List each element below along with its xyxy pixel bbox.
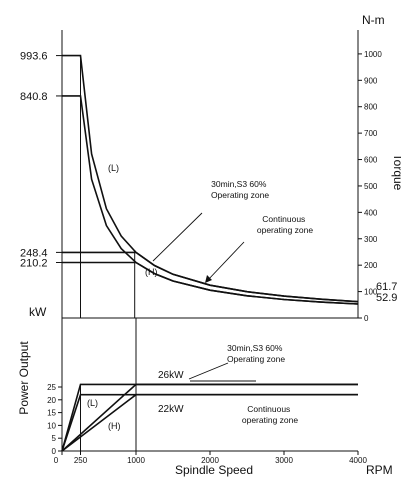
power-label-22kw: 22kW	[158, 404, 184, 415]
speed-tick-label: 250	[74, 456, 88, 465]
torque-tick-label: 900	[364, 76, 378, 85]
torque-label-993-6: 993.6	[20, 51, 48, 63]
power-continuous-zone-line-1: Continuous	[247, 404, 290, 414]
power-y-ticks: 0 5 10 15 20 25	[47, 383, 62, 456]
torque-label-248-4: 248.4	[20, 247, 48, 259]
power-tick-label: 20	[47, 396, 56, 405]
speed-tick-label: 1000	[127, 456, 145, 465]
power-s3-zone-label: 30min,S3 60% Operating zone	[227, 343, 285, 364]
speed-tick-label: 2000	[201, 456, 219, 465]
x-axis-unit: RPM	[366, 463, 393, 477]
torque-axis-title: Torque	[391, 154, 401, 191]
power-tick-label: 5	[52, 434, 57, 443]
torque-continuous-arrowhead	[205, 275, 212, 283]
torque-continuous-leader	[206, 241, 245, 282]
torque-y-ticks: 0 100 200 300 400 500 600 700 800 900 1000	[358, 50, 382, 323]
speed-x-ticks: 0 250 1000 2000 3000 4000	[54, 451, 367, 465]
torque-tick-label: 600	[364, 156, 378, 165]
torque-curve-h-s3	[62, 251, 359, 303]
power-s3-zone-line-1: 30min,S3 60%	[227, 343, 283, 353]
torque-tick-label: 800	[364, 103, 378, 112]
torque-tick-label: 0	[364, 314, 369, 323]
speed-tick-label: 0	[54, 456, 59, 465]
power-s3-leader	[188, 362, 229, 380]
power-curve-h-continuous	[61, 393, 358, 452]
torque-curves	[62, 54, 359, 318]
power-curves	[61, 318, 358, 452]
torque-continuous-zone-line-2: operating zone	[257, 225, 314, 235]
torque-s3-leader	[152, 212, 203, 262]
power-continuous-zone-line-2: operating zone	[242, 415, 299, 425]
power-tick-label: 10	[47, 421, 56, 430]
power-unit-label: kW	[29, 305, 47, 319]
torque-tick-label: 500	[364, 182, 378, 191]
torque-curve-label-h: (H)	[145, 267, 158, 277]
power-axis-title: Power Output	[17, 341, 31, 415]
speed-tick-label: 4000	[349, 456, 367, 465]
speed-tick-label: 3000	[275, 456, 293, 465]
power-continuous-zone-label: Continuous operating zone	[242, 404, 299, 425]
torque-tick-label: 300	[364, 235, 378, 244]
torque-continuous-zone-line-1: Continuous	[262, 214, 305, 224]
torque-s3-zone-line-2: Operating zone	[211, 190, 269, 200]
power-tick-label: 15	[47, 409, 56, 418]
torque-end-label-continuous: 52.9	[376, 292, 397, 304]
torque-tick-label: 700	[364, 129, 378, 138]
power-tick-label: 25	[47, 383, 56, 392]
power-tick-label: 0	[52, 447, 57, 456]
power-panel: kW Power Output 0 5 10 15 20 25 0 250 1000 2000 3…	[17, 305, 393, 477]
torque-tick-label: 400	[364, 208, 378, 217]
torque-label-840-8: 840.8	[20, 91, 48, 103]
torque-continuous-zone-label: Continuous operating zone	[257, 214, 314, 235]
power-s3-zone-line-2: Operating zone	[227, 354, 285, 364]
torque-curve-l-s3	[62, 54, 359, 303]
power-label-26kw: 26kW	[158, 370, 184, 381]
power-curve-label-h: (H)	[108, 421, 121, 431]
torque-s3-zone-label: 30min,S3 60% Operating zone	[211, 179, 269, 200]
torque-curve-label-l: (L)	[108, 163, 119, 173]
torque-end-label-s3: 61.7	[376, 281, 397, 293]
torque-panel: 0 100 200 300 400 500 600 700 800 900 1000 993.6 84…	[20, 13, 401, 323]
torque-unit-label: N-m	[362, 13, 385, 27]
torque-tick-label: 100	[364, 288, 378, 297]
torque-curve-h-continuous	[62, 261, 359, 305]
x-axis-title: Spindle Speed	[175, 463, 253, 477]
torque-tick-label: 1000	[364, 50, 382, 59]
torque-label-210-2: 210.2	[20, 257, 48, 269]
torque-s3-zone-line-1: 30min,S3 60%	[211, 179, 267, 189]
power-curve-label-l: (L)	[87, 398, 98, 408]
power-curve-l-continuous	[61, 393, 358, 452]
torque-tick-label: 200	[364, 261, 378, 270]
